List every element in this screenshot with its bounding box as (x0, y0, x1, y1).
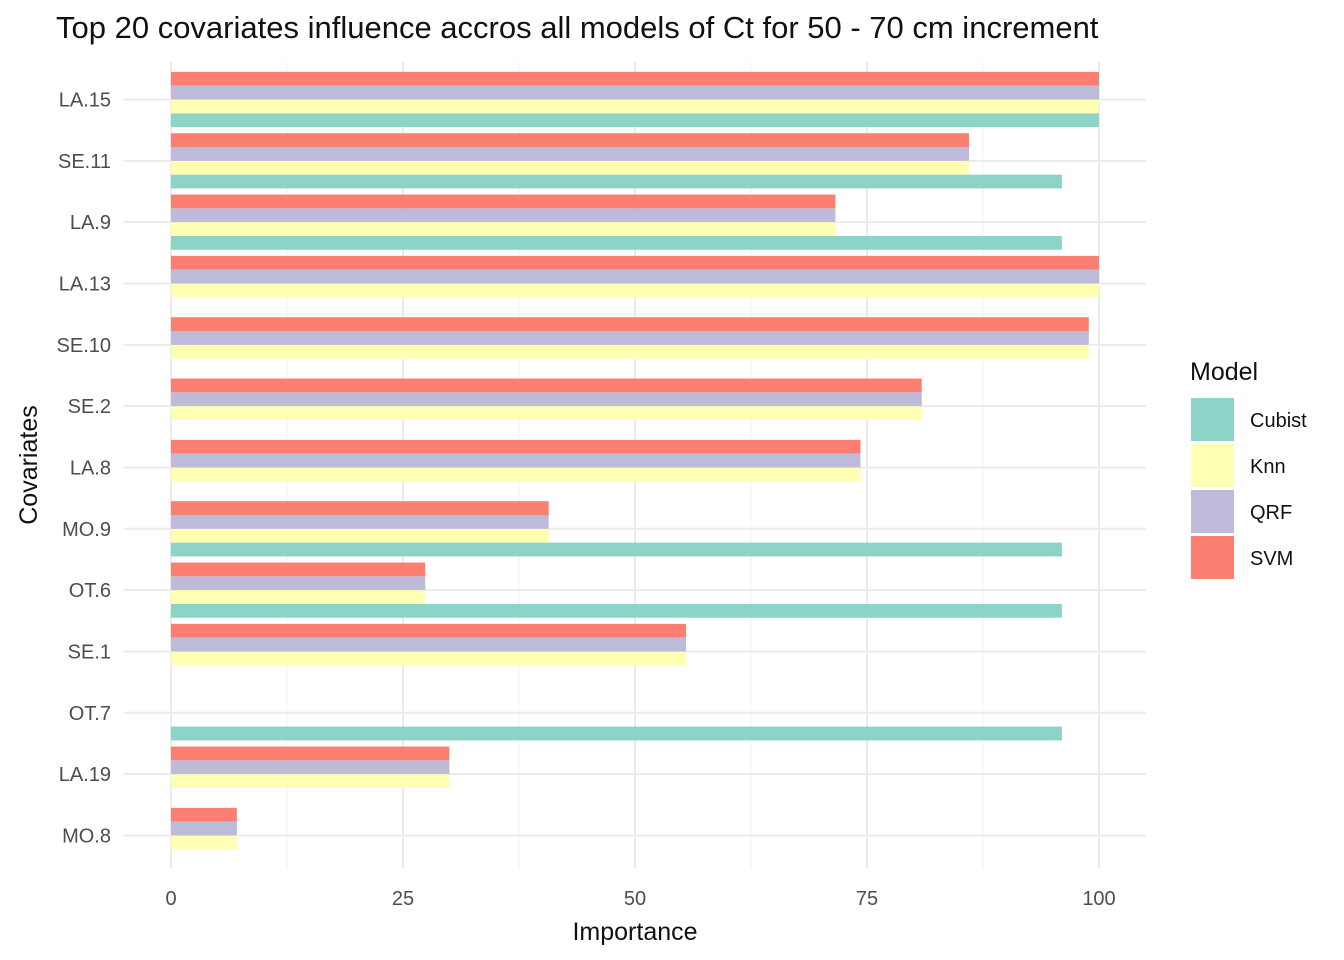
bar-qrf-se-1 (171, 637, 687, 652)
bar-cubist-se-11 (171, 174, 1062, 189)
legend-label-knn: Knn (1250, 456, 1286, 478)
y-tick-label-ot-6: OT.6 (69, 580, 111, 602)
bar-qrf-la-19 (171, 760, 450, 775)
bar-svm-la-8 (171, 439, 861, 454)
y-tick-label-se-10: SE.10 (57, 335, 111, 357)
y-tick-label-se-2: SE.2 (68, 396, 111, 418)
legend-key-qrf (1191, 490, 1234, 533)
bar-svm-la-19 (171, 746, 450, 761)
bar-knn-la-13 (171, 283, 1099, 298)
legend-key-cubist (1191, 398, 1234, 441)
y-tick-label-la-9: LA.9 (70, 212, 111, 234)
bar-svm-se-10 (171, 317, 1089, 332)
bar-qrf-se-10 (171, 331, 1089, 345)
chart-title: Top 20 covariates influence accros all m… (56, 10, 1099, 45)
y-tick-label-la-13: LA.13 (59, 273, 111, 295)
bar-knn-la-9 (171, 222, 836, 236)
bar-svm-la-9 (171, 194, 836, 209)
bar-svm-ot-6 (171, 562, 426, 577)
bar-knn-mo-9 (171, 528, 549, 543)
bar-qrf-se-11 (171, 147, 970, 161)
y-tick-label-se-1: SE.1 (68, 641, 111, 663)
bar-qrf-ot-6 (171, 576, 426, 591)
bar-svm-la-13 (171, 255, 1099, 270)
legend-label-cubist: Cubist (1250, 410, 1307, 432)
bar-svm-mo-8 (171, 807, 237, 822)
y-tick-label-mo-9: MO.9 (62, 519, 111, 541)
bar-cubist-ot-6 (171, 603, 1062, 618)
x-tick-label: 100 (1082, 888, 1115, 910)
bar-qrf-la-15 (171, 85, 1099, 100)
bar-svm-se-2 (171, 378, 922, 393)
bar-knn-la-15 (171, 99, 1099, 114)
bar-qrf-la-9 (171, 208, 836, 223)
bar-qrf-mo-9 (171, 515, 549, 529)
legend-title: Model (1190, 358, 1258, 386)
bar-knn-mo-8 (171, 835, 237, 850)
bar-cubist-ot-7 (171, 726, 1062, 741)
bar-knn-la-8 (171, 467, 861, 482)
bar-svm-se-1 (171, 623, 687, 638)
y-tick-label-se-11: SE.11 (58, 151, 111, 173)
bar-knn-se-1 (171, 651, 687, 666)
x-tick-label: 25 (392, 888, 414, 910)
bar-knn-ot-6 (171, 590, 426, 604)
y-tick-label-la-19: LA.19 (59, 764, 111, 786)
bar-svm-mo-9 (171, 501, 549, 516)
bar-knn-se-11 (171, 160, 970, 175)
bar-qrf-mo-8 (171, 821, 237, 836)
legend-key-svm (1191, 536, 1234, 579)
bar-svm-la-15 (171, 71, 1099, 86)
bar-cubist-mo-9 (171, 542, 1062, 557)
legend-label-qrf: QRF (1250, 502, 1292, 524)
x-axis-title: Importance (572, 918, 697, 946)
x-tick-label: 50 (624, 888, 646, 910)
y-tick-label-la-8: LA.8 (70, 457, 111, 479)
bar-knn-la-19 (171, 774, 450, 788)
y-axis-title: Covariates (15, 405, 43, 525)
bar-qrf-la-8 (171, 453, 861, 468)
bar-svm-se-11 (171, 133, 970, 148)
x-tick-label: 75 (856, 888, 878, 910)
bar-qrf-la-13 (171, 269, 1099, 284)
y-tick-label-mo-8: MO.8 (62, 825, 111, 847)
bar-knn-se-10 (171, 344, 1089, 359)
x-tick-label: 0 (165, 888, 176, 910)
bar-qrf-se-2 (171, 392, 922, 407)
bar-cubist-la-9 (171, 235, 1062, 250)
legend-label-svm: SVM (1250, 548, 1293, 570)
bar-cubist-la-15 (171, 113, 1099, 128)
y-tick-label-ot-7: OT.7 (69, 703, 111, 725)
legend-key-knn (1191, 444, 1234, 487)
bar-knn-se-2 (171, 406, 922, 420)
y-tick-label-la-15: LA.15 (59, 90, 111, 112)
